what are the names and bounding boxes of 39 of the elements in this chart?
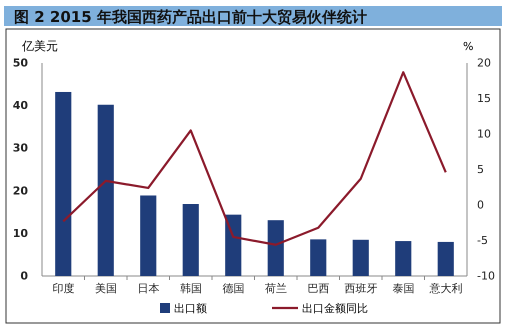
x-tick-label: 巴西 (307, 282, 330, 296)
bar (352, 240, 369, 276)
bar (140, 195, 156, 276)
y2-tick-label: 10 (477, 128, 491, 140)
bar (225, 214, 242, 276)
x-tick-label: 荷兰 (264, 282, 287, 296)
legend-label: 出口金额同比 (302, 302, 368, 315)
bar (310, 239, 326, 276)
x-tick-label: 德国 (222, 282, 244, 296)
bar (395, 241, 412, 276)
x-tick-label: 泰国 (392, 282, 414, 296)
bar (268, 220, 284, 276)
y2-tick-label: -10 (477, 270, 495, 282)
chart-title: 图 2 2015 年我国西药产品出口前十大贸易伙伴统计 (14, 8, 367, 26)
y2-tick-label: 20 (477, 56, 491, 70)
y-tick-label: 50 (12, 56, 28, 70)
y-tick-label: 10 (12, 226, 28, 240)
y-tick-label: 30 (12, 142, 28, 155)
y-tick-label: 20 (12, 184, 28, 198)
x-tick-label: 西班牙 (344, 282, 378, 296)
x-tick-label: 韩国 (180, 282, 202, 296)
x-tick-label: 意大利 (428, 282, 462, 296)
y2-axis-title: % (463, 40, 474, 53)
x-tick-label: 美国 (94, 282, 117, 296)
legend-label: 出口额 (174, 302, 207, 315)
x-tick-label: 印度 (52, 282, 74, 296)
y2-tick-label: 5 (477, 163, 484, 176)
y2-tick-label: -5 (477, 234, 488, 247)
y-tick-label: 40 (12, 99, 28, 112)
y2-tick-label: 0 (477, 198, 484, 212)
bar (98, 104, 114, 276)
bar (182, 204, 199, 276)
bar (55, 92, 72, 276)
y2-tick-label: 15 (477, 92, 491, 105)
x-tick-label: 日本 (137, 282, 160, 296)
y-axis-title: 亿美元 (21, 39, 58, 53)
line-series (62, 71, 447, 246)
bar (438, 242, 454, 276)
y-tick-label: 0 (20, 270, 28, 282)
